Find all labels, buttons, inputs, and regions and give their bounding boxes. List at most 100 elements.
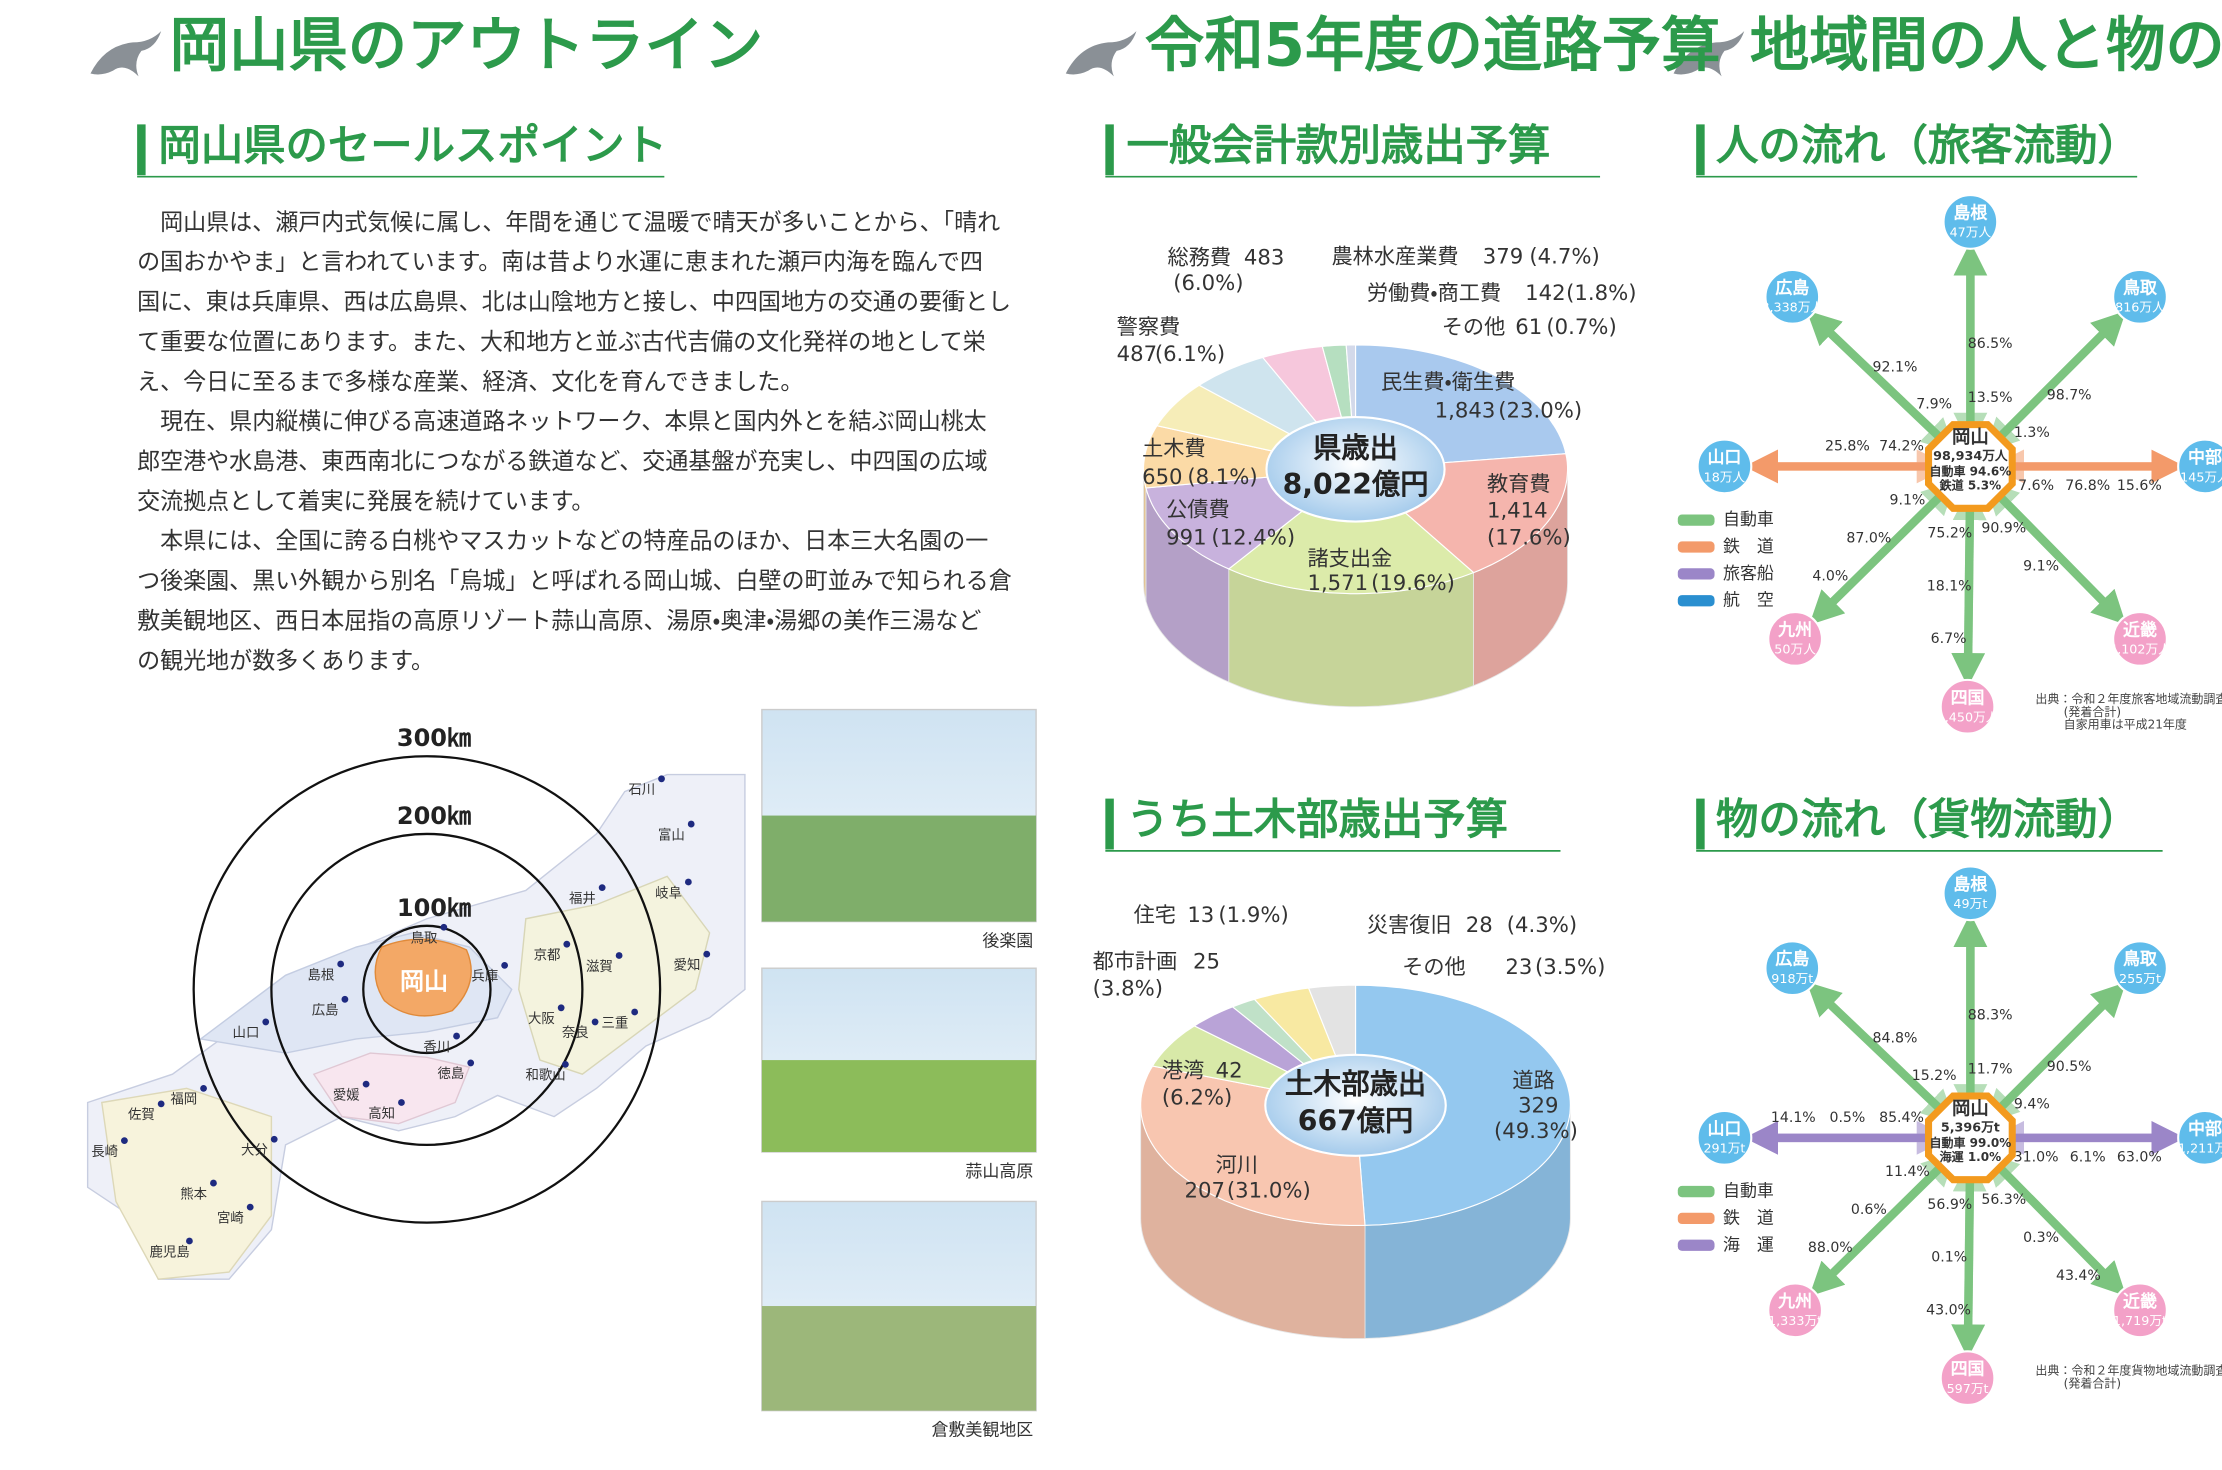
city-dot bbox=[685, 879, 692, 886]
city-dot bbox=[703, 951, 710, 958]
flow-share: 9.4% bbox=[2014, 1096, 2050, 1112]
place-label: 奈良 bbox=[562, 1025, 589, 1041]
body-text: 岡山県は、瀬戸内式気候に属し、年間を通じて温暖で晴天が多いことから、「晴れの国お… bbox=[137, 210, 1012, 674]
slice-name: 住宅 bbox=[1134, 902, 1176, 927]
place-label: 福岡 bbox=[170, 1092, 197, 1108]
slice-amount: 207 bbox=[1185, 1178, 1225, 1203]
flow-share: 56.3% bbox=[1981, 1192, 2026, 1208]
slice-amount: 1,414 bbox=[1487, 498, 1548, 523]
center-label: 県歳出 bbox=[1313, 431, 1398, 464]
section-title: 令和5年度の道路予算 bbox=[1145, 11, 1721, 80]
flow-share: 43.4% bbox=[2056, 1268, 2101, 1284]
place-label: 岐阜 bbox=[655, 884, 682, 901]
center-name: 岡山 bbox=[1952, 427, 1989, 448]
slice-share: (31.0%) bbox=[1227, 1178, 1311, 1203]
flow-arrow-back bbox=[1996, 327, 2110, 441]
slice-amount: 379 bbox=[1483, 243, 1523, 268]
ring-label: 300㎞ bbox=[397, 724, 471, 752]
city-dot bbox=[121, 1137, 128, 1144]
flow-share: 43.0% bbox=[1926, 1303, 1971, 1319]
region-name: 九州 bbox=[1777, 619, 1812, 639]
slice-share: (49.3%) bbox=[1494, 1118, 1578, 1143]
slice-share: (17.6%) bbox=[1487, 525, 1571, 550]
legend-label: 鉄 道 bbox=[1723, 1207, 1774, 1227]
flow-share: 15.6% bbox=[2117, 478, 2162, 494]
center-total: 5,396万t bbox=[1941, 1119, 2000, 1134]
paragraph-line: 現在、県内縦横に伸びる高速道路ネットワーク、本県と国内外とを結ぶ岡山桃太 bbox=[137, 409, 987, 435]
section-title: 地域間の人と物の流れ bbox=[1750, 11, 2222, 80]
flow-share: 88.0% bbox=[1808, 1240, 1853, 1256]
photo-ground bbox=[762, 816, 1036, 922]
section-title: 岡山県のアウトライン bbox=[170, 11, 764, 80]
city-dot bbox=[398, 1099, 405, 1106]
flow-share: 0.3% bbox=[2023, 1230, 2059, 1246]
slice-name: 教育費 bbox=[1487, 471, 1551, 496]
legend-label: 航 空 bbox=[1723, 590, 1774, 610]
flow-share: 85.4% bbox=[1879, 1110, 1924, 1126]
paragraph-line: 国に、東は兵庫県、西は広島県、北は山陰地方と接し、中四国地方の交通の要衝とし bbox=[137, 290, 1011, 316]
place-label: 徳島 bbox=[437, 1066, 464, 1082]
page: 岡山県のアウトライン html,body{margin:0;padding:0;… bbox=[0, 0, 2222, 1470]
center-label: 土木部歳出 bbox=[1285, 1068, 1426, 1101]
city-dot bbox=[558, 1004, 565, 1011]
slice-share: (6.2%) bbox=[1162, 1084, 1232, 1109]
paragraph-line: 交流拠点として着実に発展を続けています。 bbox=[137, 489, 594, 515]
city-dot bbox=[467, 1060, 474, 1067]
place-label: 大阪 bbox=[528, 1011, 555, 1027]
legend-label: 海 運 bbox=[1723, 1234, 1774, 1254]
slice-amount: 13 bbox=[1187, 902, 1214, 927]
city-dot bbox=[200, 1085, 207, 1092]
flow-share: 90.5% bbox=[2047, 1059, 2092, 1075]
center-mode: 海運 1.0% bbox=[1940, 1149, 2001, 1164]
photo-ground bbox=[762, 1060, 1036, 1152]
region-value: 8,338万人 bbox=[1761, 300, 1823, 315]
slice-amount: 1,843 bbox=[1435, 397, 1496, 422]
general-budget-chart: 民生費・衛生費1,843(23.0%)教育費1,414(17.6%)諸支出金1,… bbox=[1117, 243, 1637, 706]
slice-amount: 61 bbox=[1515, 314, 1542, 339]
subhead: 人の流れ（旅客流動） bbox=[1716, 121, 2140, 170]
flow-share: 9.1% bbox=[1889, 493, 1925, 509]
slice-share: (6.0%) bbox=[1173, 270, 1243, 295]
slice-share: (4.3%) bbox=[1507, 912, 1577, 937]
slice-name: 総務費 bbox=[1168, 245, 1232, 270]
slice-amount: 142 bbox=[1525, 280, 1565, 305]
city-dot bbox=[599, 884, 606, 891]
region-name: 中部 bbox=[2188, 1118, 2222, 1138]
paragraph-line: 本県には、全国に誇る白桃やマスカットなどの特産品のほか、日本三大名園の一 bbox=[137, 529, 988, 555]
place-label: 長崎 bbox=[91, 1144, 118, 1160]
subhead: 物の流れ（貨物流動） bbox=[1716, 795, 2140, 844]
place-label: 鹿児島 bbox=[150, 1244, 190, 1260]
slice-share: (12.4%) bbox=[1211, 525, 1295, 550]
city-dot bbox=[501, 962, 508, 969]
slice-amount: 483 bbox=[1244, 245, 1284, 270]
flow-share: 92.1% bbox=[1873, 359, 1918, 375]
flow-share: 14.1% bbox=[1771, 1110, 1816, 1126]
region-value: 1,719万t bbox=[2113, 1313, 2167, 1328]
goods-flow: 11.7%88.3%島根49万t9.4%90.5%鳥取255万t15.2%84.… bbox=[1678, 866, 2222, 1405]
region-value: 291万t bbox=[1703, 1141, 1745, 1156]
place-label: 三重 bbox=[601, 1015, 628, 1031]
region-value: 49万t bbox=[1953, 896, 1987, 911]
city-dot bbox=[363, 1081, 370, 1088]
region-name: 広島 bbox=[1775, 949, 1809, 969]
paragraph-line: の観光地が数多くあります。 bbox=[137, 648, 434, 674]
place-label: 宮崎 bbox=[217, 1210, 244, 1226]
flow-share: 6.1% bbox=[2070, 1150, 2106, 1166]
flow-share: 0.5% bbox=[1829, 1110, 1865, 1126]
slice-share: (1.8%) bbox=[1566, 280, 1636, 305]
slice-share: (6.1%) bbox=[1155, 341, 1225, 366]
region-name: 広島 bbox=[1775, 277, 1809, 297]
flow-share: 13.5% bbox=[1968, 390, 2013, 406]
center-mode: 自動車 99.0% bbox=[1929, 1135, 2011, 1150]
city-dot bbox=[271, 1136, 278, 1143]
flow-share: 90.9% bbox=[1981, 521, 2026, 537]
flow-share: 9.1% bbox=[2023, 559, 2059, 575]
flow-share: 0.6% bbox=[1851, 1202, 1887, 1218]
slice-name: 公債費 bbox=[1166, 496, 1230, 521]
ring-label: 100㎞ bbox=[397, 894, 471, 922]
place-label: 兵庫 bbox=[471, 969, 498, 985]
slice-share: (0.7%) bbox=[1546, 314, 1616, 339]
slice-name: 民生費・衛生費 bbox=[1381, 369, 1515, 394]
flow-share: 75.2% bbox=[1927, 525, 1972, 541]
slice-side bbox=[1144, 469, 1146, 601]
